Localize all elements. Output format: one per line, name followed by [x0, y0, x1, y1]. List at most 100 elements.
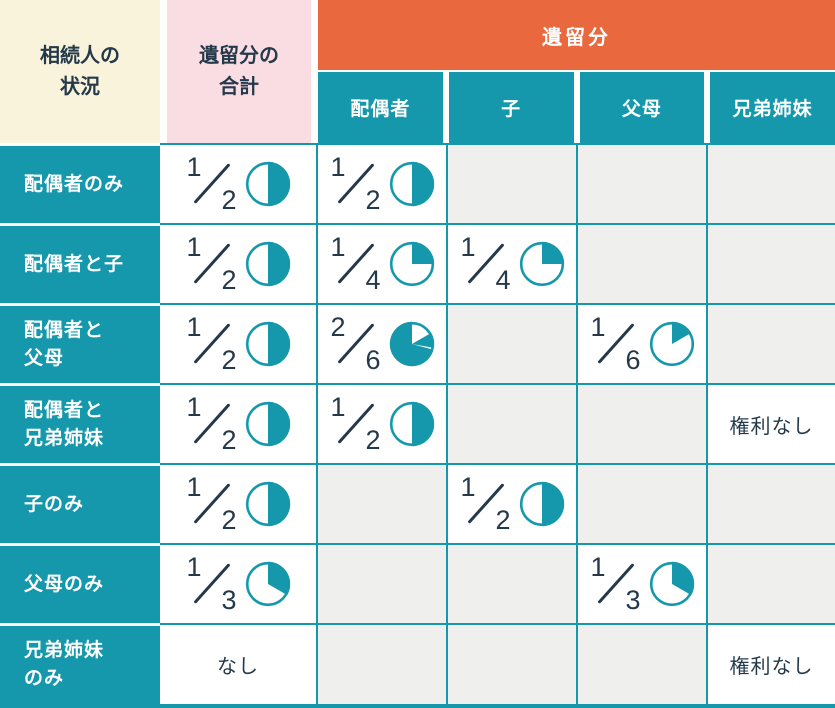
- empty-cell: [708, 303, 835, 383]
- empty-cell: [448, 143, 578, 223]
- pie-fraction-icon: [649, 561, 694, 607]
- pie-fraction-icon: [245, 481, 290, 527]
- header-divider: [311, 0, 318, 143]
- empty-cell: [578, 223, 708, 303]
- empty-cell: [708, 223, 835, 303]
- header-subcolumns: 配偶者 子 父母 兄弟姉妹: [318, 72, 835, 143]
- fraction-numerator: 1: [186, 232, 202, 262]
- fraction-denominator: 2: [221, 185, 237, 215]
- fraction-numerator: 1: [330, 152, 346, 182]
- subheader-siblings: 兄弟姉妹: [710, 72, 835, 143]
- pie-fraction-icon: [519, 481, 564, 527]
- empty-cell: [318, 463, 448, 543]
- table-header: 相続人の 状況 遺留分の 合計 遺留分 配偶者 子 父母 兄弟姉妹: [0, 0, 835, 143]
- fraction-numerator: 1: [186, 392, 202, 422]
- fraction-denominator: 2: [221, 425, 237, 455]
- fraction-denominator: 6: [365, 345, 381, 375]
- pie-fraction-icon: [245, 161, 290, 207]
- subheader-parents: 父母: [579, 72, 705, 143]
- table-body: 配偶者のみ 1 2 1 2 配偶者と子 1 2 1 4 1 4 配偶者と 父母 1 2 2 6 1 6 配偶者と 兄弟…: [0, 143, 835, 708]
- no-right-text: 権利なし: [729, 656, 814, 678]
- pie-fraction-icon: [389, 321, 434, 367]
- fraction-numerator: 1: [186, 472, 202, 502]
- empty-cell: [578, 383, 708, 463]
- row-label: 配偶者と 兄弟姉妹: [0, 383, 160, 463]
- fraction-numerator: 1: [186, 312, 202, 342]
- fraction-numerator: 1: [330, 392, 346, 422]
- subheader-spouse: 配偶者: [318, 72, 443, 143]
- row-label: 配偶者と子: [0, 223, 160, 303]
- value-cell: なし: [160, 623, 318, 704]
- pie-fraction-icon: [245, 561, 290, 607]
- empty-cell: [708, 143, 835, 223]
- pie-fraction-icon: [649, 321, 694, 367]
- empty-cell: [318, 543, 448, 623]
- empty-cell: [448, 543, 578, 623]
- value-cell: 権利なし: [708, 623, 835, 704]
- fraction-numerator: 1: [460, 472, 476, 502]
- fraction-numerator: 1: [330, 232, 346, 262]
- subheader-child: 子: [448, 72, 574, 143]
- empty-cell: [318, 623, 448, 704]
- pie-fraction-icon: [245, 241, 290, 287]
- fraction-denominator: 3: [221, 585, 237, 615]
- row-label: 子のみ: [0, 463, 160, 543]
- fraction-denominator: 2: [365, 185, 381, 215]
- fraction-denominator: 4: [365, 265, 381, 295]
- no-right-text: 権利なし: [729, 415, 814, 438]
- fraction-denominator: 2: [495, 505, 511, 535]
- fraction-denominator: 6: [625, 345, 641, 375]
- header-divider: [160, 0, 167, 143]
- value-cell: 権利なし: [708, 383, 835, 463]
- fraction-numerator: 1: [186, 552, 202, 582]
- no-right-text: なし: [217, 656, 259, 678]
- pie-fraction-icon: [245, 321, 290, 367]
- pie-fraction-icon: [519, 241, 564, 287]
- row-label: 配偶者のみ: [0, 143, 160, 223]
- fraction-numerator: 1: [590, 312, 606, 342]
- fraction-denominator: 2: [221, 505, 237, 535]
- fraction-denominator: 3: [625, 585, 641, 615]
- empty-cell: [708, 463, 835, 543]
- fraction-numerator: 1: [460, 232, 476, 262]
- empty-cell: [578, 463, 708, 543]
- row-label: 配偶者と 父母: [0, 303, 160, 383]
- pie-fraction-icon: [389, 241, 434, 287]
- fraction-numerator: 1: [590, 552, 606, 582]
- pie-fraction-icon: [389, 401, 434, 447]
- row-label: 兄弟姉妹 のみ: [0, 623, 160, 704]
- fraction-numerator: 1: [186, 152, 202, 182]
- header-heir-situation: 相続人の 状況: [0, 0, 160, 143]
